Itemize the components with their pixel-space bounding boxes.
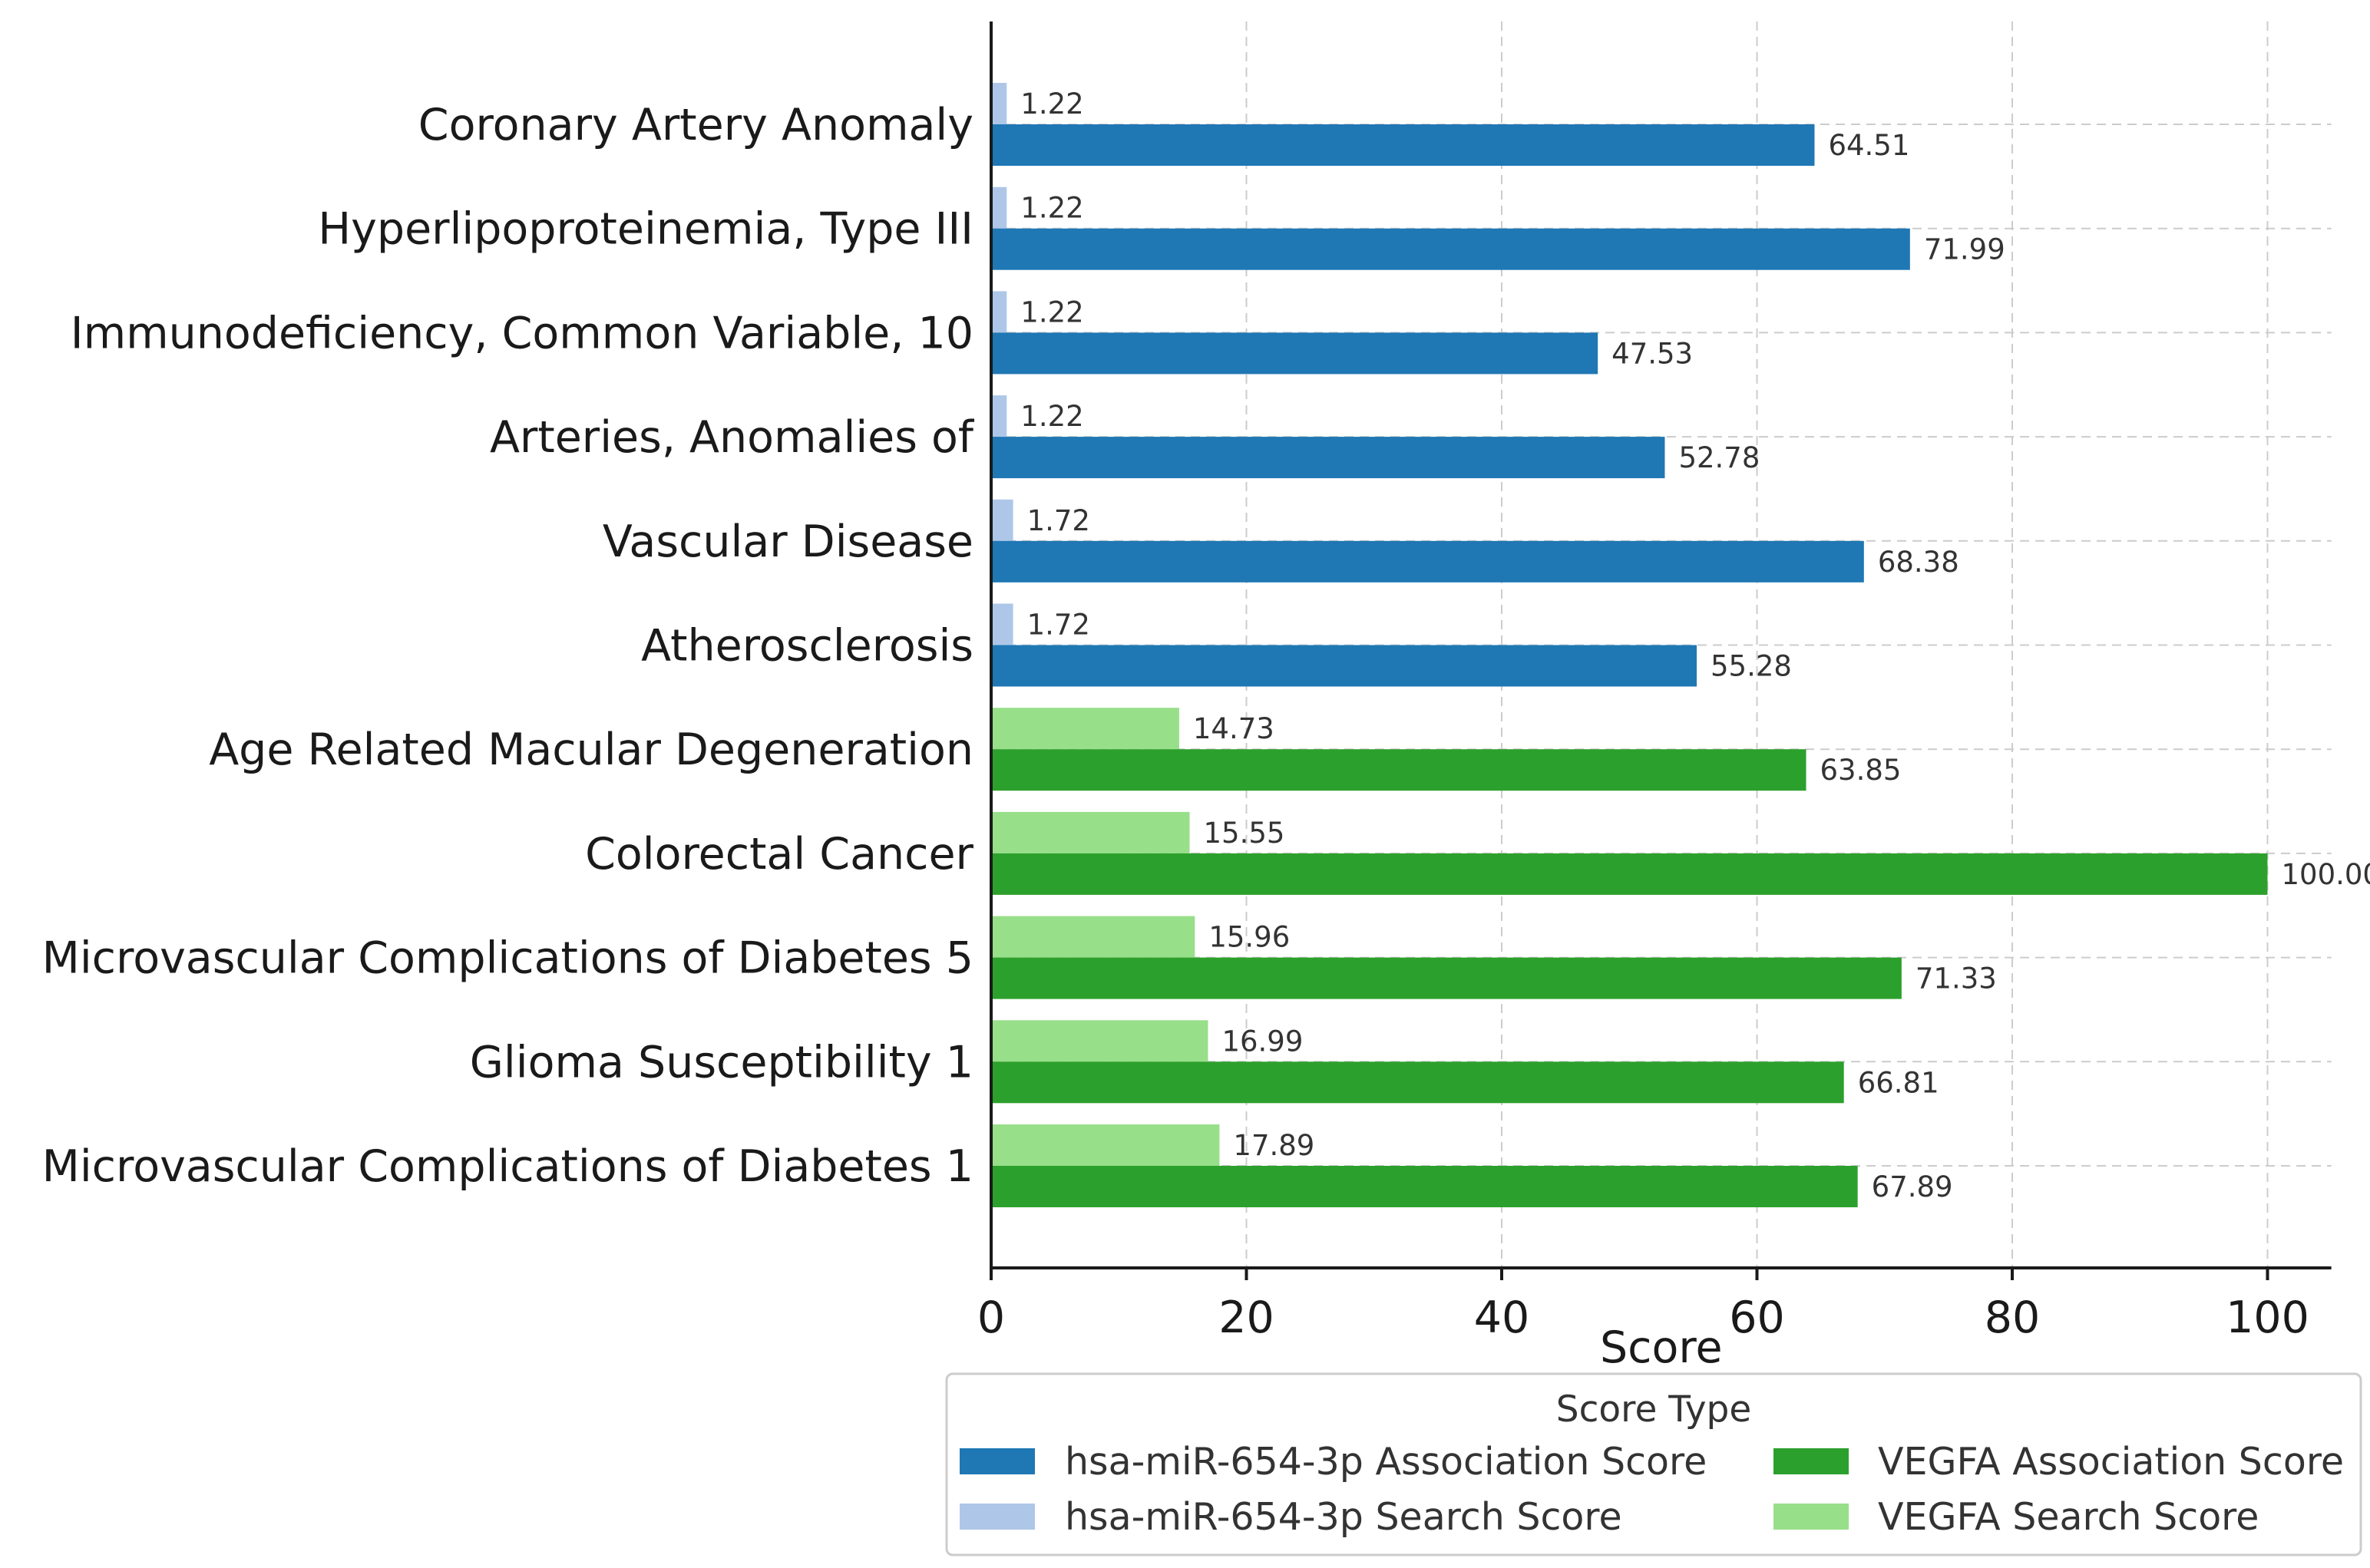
search-score-bar-10 — [991, 1124, 1219, 1166]
legend-entry-label-0: hsa-miR-654-3p Association Score — [1065, 1440, 1707, 1484]
search-score-bar-3 — [991, 395, 1007, 437]
association-score-value-label-0: 64.51 — [1828, 129, 1909, 162]
legend-entry-label-2: hsa-miR-654-3p Search Score — [1065, 1495, 1622, 1539]
x-tick-label-20: 20 — [1218, 1292, 1274, 1343]
search-score-bar-8 — [991, 916, 1195, 958]
search-score-bar-1 — [991, 187, 1007, 229]
search-score-value-label-5: 1.72 — [1027, 609, 1090, 642]
category-label-4: Vascular Disease — [603, 517, 973, 567]
search-score-bar-7 — [991, 812, 1190, 853]
legend-swatch-1 — [1773, 1448, 1849, 1474]
association-score-value-label-9: 66.81 — [1858, 1066, 1939, 1099]
search-score-value-label-7: 15.55 — [1204, 817, 1285, 850]
search-score-bar-0 — [991, 83, 1007, 124]
category-label-0: Coronary Artery Anomaly — [418, 100, 973, 150]
category-label-10: Microvascular Complications of Diabetes … — [42, 1141, 973, 1192]
search-score-value-label-9: 16.99 — [1221, 1025, 1303, 1058]
search-score-bar-4 — [991, 500, 1013, 541]
association-score-bar-10 — [991, 1166, 1858, 1207]
search-score-value-label-3: 1.22 — [1020, 400, 1083, 433]
x-tick-label-100: 100 — [2226, 1292, 2309, 1343]
legend-swatch-2 — [960, 1504, 1035, 1530]
search-score-value-label-8: 15.96 — [1208, 921, 1290, 954]
x-tick-label-0: 0 — [977, 1292, 1005, 1343]
category-label-5: Atherosclerosis — [641, 621, 973, 672]
association-score-value-label-8: 71.33 — [1916, 962, 1997, 995]
association-score-value-label-3: 52.78 — [1678, 441, 1760, 474]
x-tick-label-80: 80 — [1985, 1292, 2041, 1343]
association-score-bar-9 — [991, 1061, 1844, 1103]
association-score-bar-8 — [991, 958, 1902, 999]
x-axis-title: Score — [1600, 1322, 1723, 1373]
search-score-value-label-0: 1.22 — [1020, 87, 1083, 120]
association-score-bar-3 — [991, 437, 1664, 478]
category-label-7: Colorectal Cancer — [585, 829, 973, 880]
association-score-bar-7 — [991, 853, 2268, 895]
association-score-value-label-10: 67.89 — [1872, 1170, 1953, 1203]
search-score-bar-2 — [991, 291, 1007, 332]
legend-swatch-0 — [960, 1448, 1035, 1474]
category-label-3: Arteries, Anomalies of — [490, 412, 975, 463]
search-score-bar-5 — [991, 604, 1013, 645]
search-score-value-label-6: 14.73 — [1193, 712, 1274, 745]
category-label-6: Age Related Macular Degeneration — [209, 725, 973, 775]
association-score-bar-2 — [991, 332, 1598, 374]
category-label-8: Microvascular Complications of Diabetes … — [42, 933, 973, 984]
search-score-bar-6 — [991, 708, 1179, 749]
association-score-bar-5 — [991, 645, 1697, 687]
search-score-value-label-2: 1.22 — [1020, 295, 1083, 328]
search-score-value-label-10: 17.89 — [1233, 1129, 1314, 1162]
association-score-value-label-4: 68.38 — [1878, 546, 1959, 579]
association-score-bar-1 — [991, 229, 1910, 270]
association-score-value-label-5: 55.28 — [1711, 650, 1792, 683]
association-score-value-label-6: 63.85 — [1820, 754, 1902, 787]
search-score-value-label-1: 1.22 — [1020, 192, 1083, 225]
category-label-2: Immunodeficiency, Common Variable, 10 — [71, 308, 973, 358]
association-score-value-label-1: 71.99 — [1924, 233, 2005, 266]
category-label-1: Hyperlipoproteinemia, Type III — [318, 204, 973, 255]
association-score-value-label-7: 100.00 — [2282, 858, 2370, 891]
association-score-bar-0 — [991, 124, 1814, 166]
search-score-bar-9 — [991, 1020, 1208, 1061]
legend-swatch-3 — [1773, 1504, 1849, 1530]
legend-entry-label-1: VEGFA Association Score — [1878, 1440, 2344, 1484]
search-score-value-label-4: 1.72 — [1027, 504, 1090, 537]
legend-entry-label-3: VEGFA Search Score — [1878, 1495, 2259, 1539]
association-score-value-label-2: 47.53 — [1611, 337, 1693, 370]
legend-title: Score Type — [1556, 1388, 1752, 1431]
x-tick-label-60: 60 — [1729, 1292, 1785, 1343]
association-score-bar-4 — [991, 541, 1864, 583]
category-label-9: Glioma Susceptibility 1 — [470, 1037, 973, 1088]
association-score-bar-6 — [991, 749, 1806, 791]
x-tick-label-40: 40 — [1474, 1292, 1530, 1343]
